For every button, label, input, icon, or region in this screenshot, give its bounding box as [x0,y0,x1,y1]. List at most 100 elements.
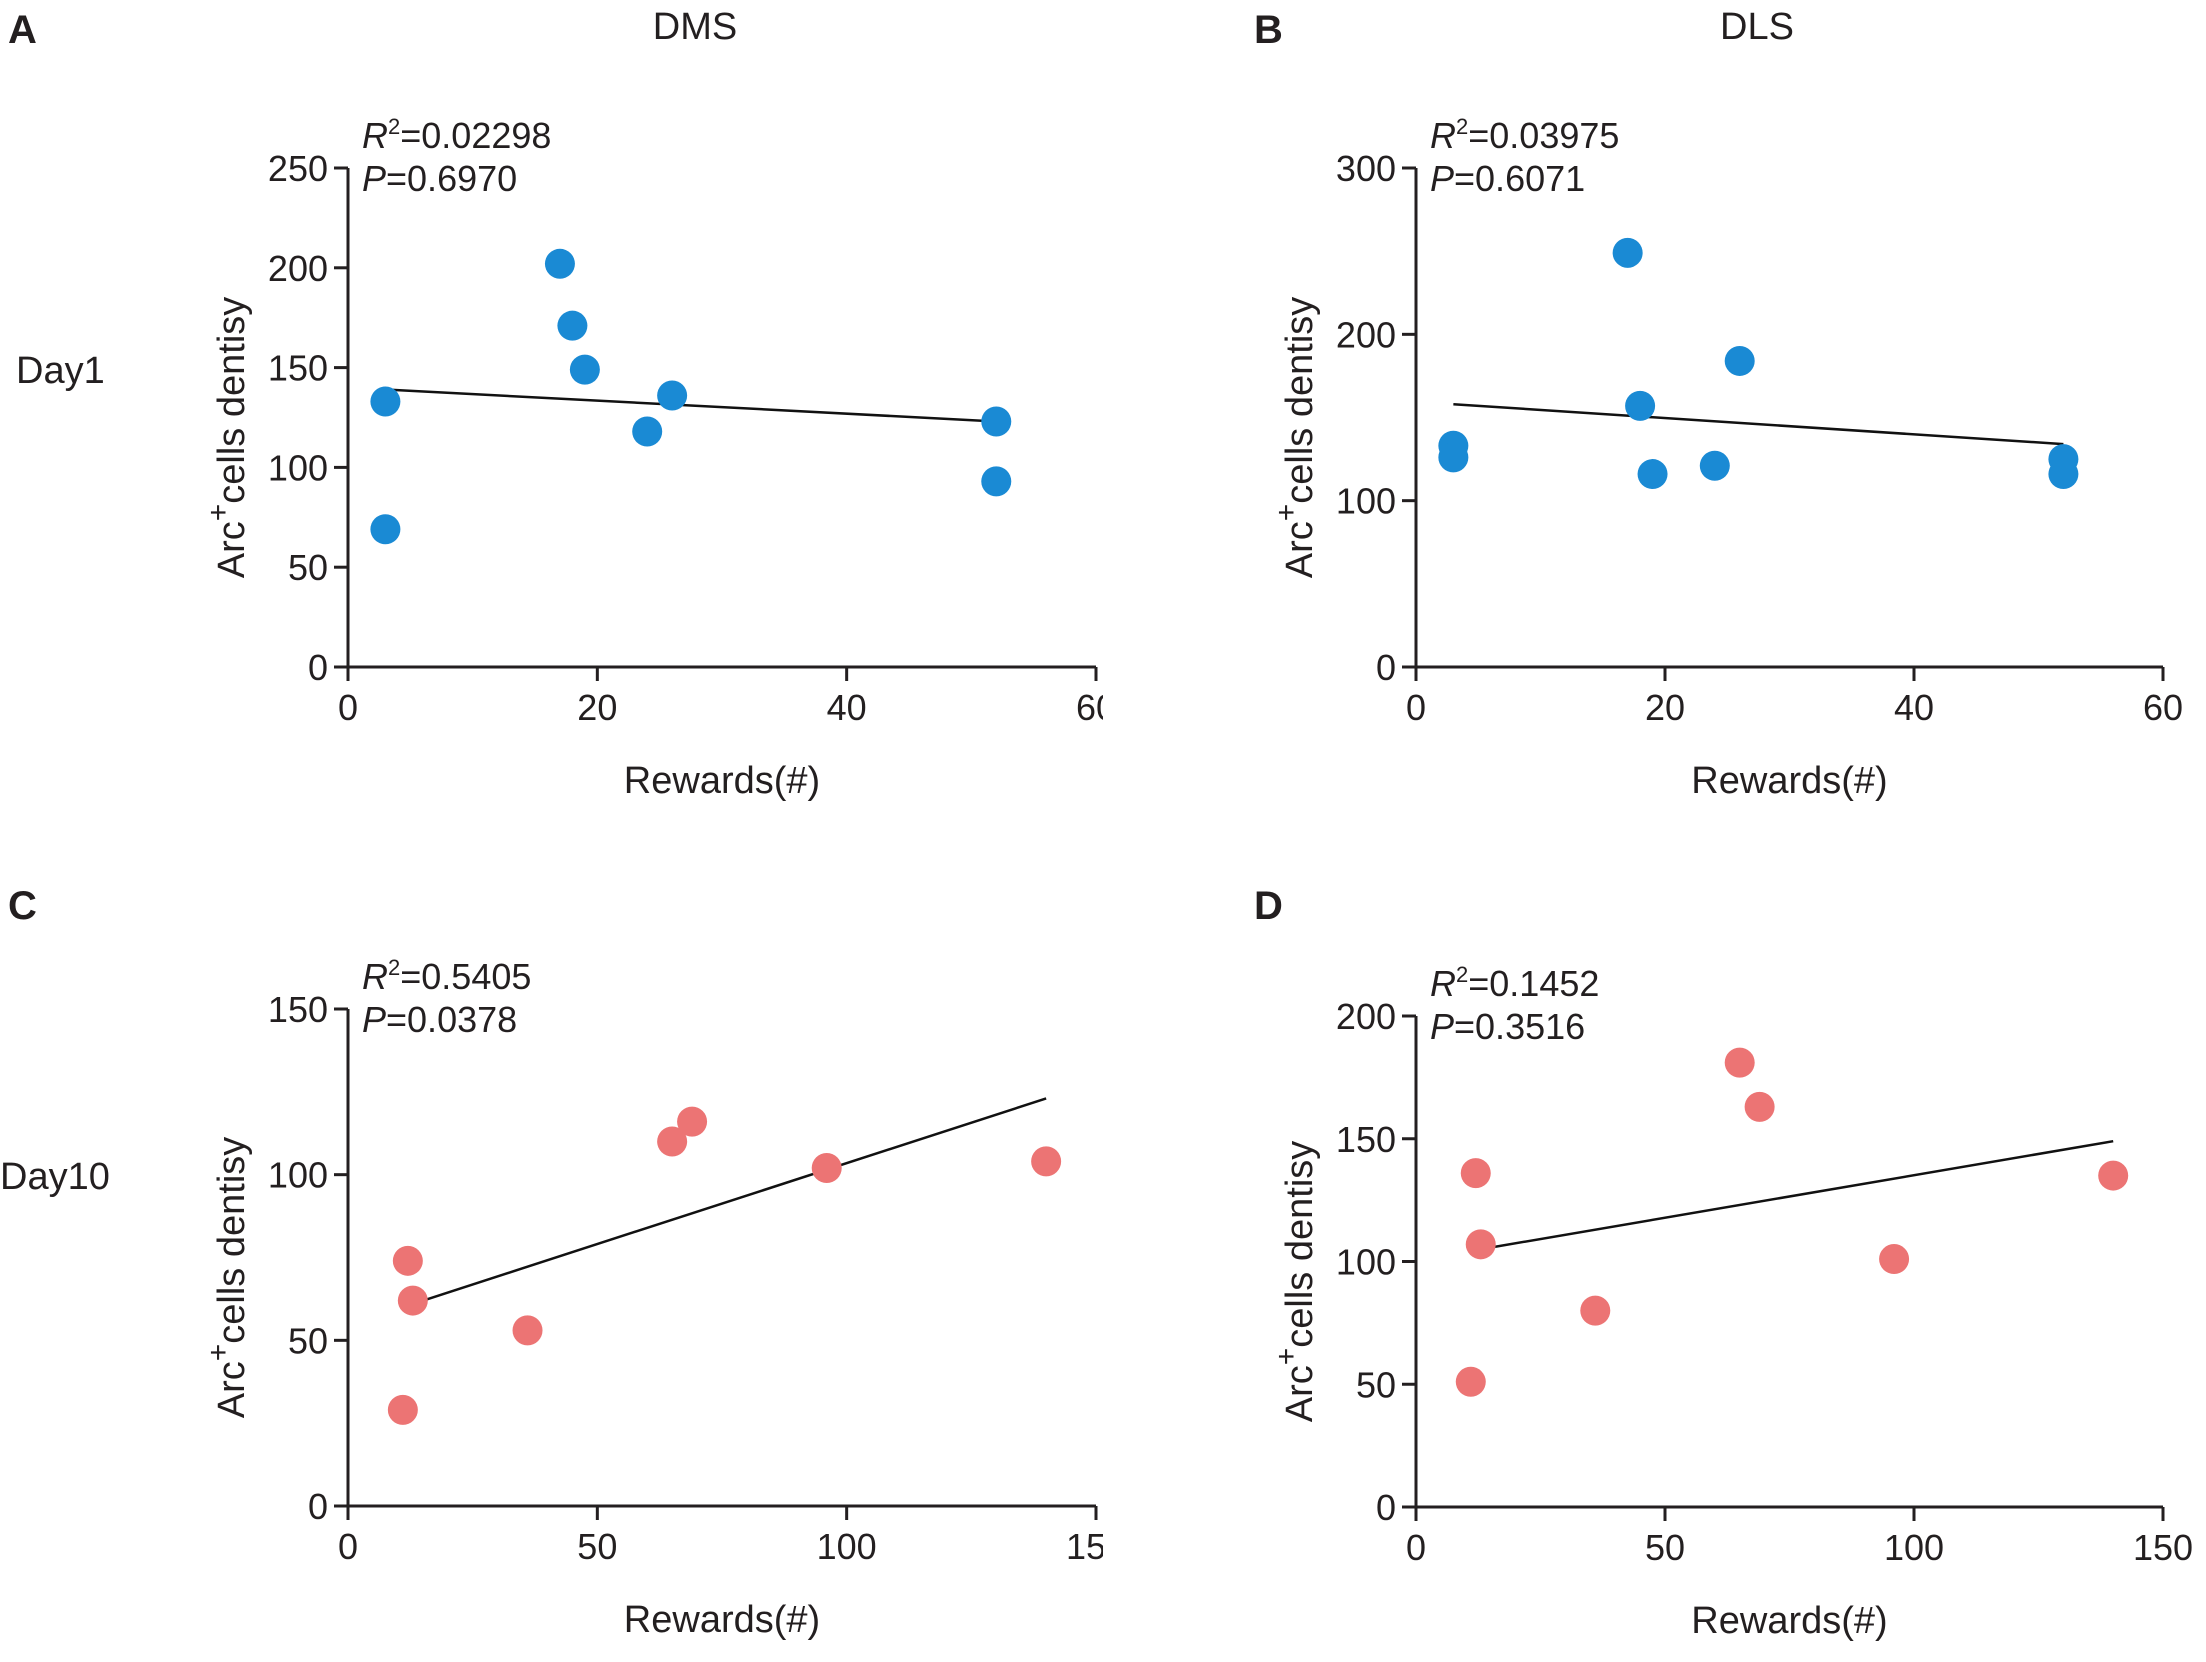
x-axis-label: Rewards(#) [1691,760,1887,802]
y-tick-label: 100 [268,1155,328,1196]
y-tick-label: 150 [268,989,328,1030]
x-tick-label: 100 [817,1526,877,1567]
y-tick-label: 250 [268,148,328,189]
data-point [2048,459,2079,490]
regression-line [1453,402,2064,446]
y-tick-label: 200 [1336,996,1396,1037]
y-tick-label: 50 [288,1320,328,1361]
data-point [2098,1160,2129,1191]
data-point [1879,1244,1910,1275]
p-value: =0.0378 [386,999,517,1040]
y-axis-label-rest: cells dentisy [1279,297,1321,504]
y-tick-label: 200 [1336,314,1396,355]
data-point [1031,1146,1062,1177]
x-axis-label: Rewards(#) [624,1599,820,1641]
y-axis-label: Arc+cells dentisy [1270,1141,1321,1423]
scatter-plot-b: 0 100 200 300 0 20 40 60 Rewards(#) Arc+cells den… [1270,114,2183,802]
x-tick-label: 20 [1645,687,1685,728]
regression-line [385,388,997,423]
data-point [1744,1091,1775,1122]
data-point [392,1245,423,1276]
data-point [1724,1047,1755,1078]
data-point [1580,1295,1611,1326]
y-axis-label-main: Arc [1279,1365,1321,1422]
scatter-plot-c: 0 50 100 150 0 50 100 150 Rewards(#) Arc+cells de… [202,955,1103,1641]
scatter-plot-d: 0 50 100 150 200 0 50 100 150 Rewards(#) Arc+cells… [1270,962,2193,1642]
data-point [557,310,588,341]
data-point [981,466,1012,497]
data-point [370,386,401,417]
y-tick-label: 150 [268,348,328,389]
x-tick-label: 100 [1884,1527,1944,1568]
data-point [657,1126,688,1157]
y-tick-label: 50 [288,547,328,588]
p-symbol: P [1430,158,1454,199]
x-tick-label: 40 [1894,687,1934,728]
data-point [370,514,401,545]
r-squared-annotation: R2=0.03975 [1430,114,1619,156]
x-tick-label: 0 [1406,687,1426,728]
x-tick-label: 50 [577,1526,617,1567]
y-axis-label-rest: cells dentisy [211,297,253,504]
data-point [387,1394,418,1425]
column-title-dms: DMS [652,6,738,48]
y-axis-label-rest: cells dentisy [211,1137,253,1344]
p-value-annotation: P=0.0378 [362,999,517,1040]
y-tick-label: 100 [1336,481,1396,522]
panel-letter-b: B [1254,8,1283,52]
row-label-day1: Day1 [16,350,105,392]
row-label-day10: Day10 [0,1156,110,1198]
data-point [544,248,575,279]
r-squared-value: =0.03975 [1468,115,1619,156]
data-point [1637,459,1668,490]
y-tick-label: 150 [1336,1119,1396,1160]
x-tick-label: 60 [2143,687,2183,728]
data-point [1699,450,1730,481]
y-axis-label-superscript: + [202,504,235,522]
p-value-annotation: P=0.6970 [362,158,517,199]
data-point [1460,1158,1491,1189]
y-tick-label: 0 [1376,647,1396,688]
r-squared-annotation: R2=0.5405 [362,955,531,997]
data-point [677,1106,708,1137]
panel-letter-d: D [1254,884,1283,928]
x-tick-label: 0 [1406,1527,1426,1568]
r-squared-value: =0.1452 [1468,963,1599,1004]
p-symbol: P [362,158,386,199]
p-value: =0.6970 [386,158,517,199]
data-point [657,380,688,411]
x-tick-label: 20 [577,687,617,728]
panel-letter-c: C [8,884,37,928]
y-tick-label: 200 [268,248,328,289]
r-exponent: 2 [1456,114,1468,139]
data-point [569,354,600,385]
y-axis-label-superscript: + [1270,1348,1303,1366]
y-axis-label: Arc+cells dentisy [202,1137,253,1419]
p-symbol: P [362,999,386,1040]
x-tick-label: 50 [1645,1527,1685,1568]
y-axis-label-superscript: + [1270,504,1303,522]
x-tick-label: 40 [827,687,867,728]
y-tick-label: 0 [308,647,328,688]
r-squared-value: =0.5405 [400,956,531,997]
y-axis-label-main: Arc [211,521,253,578]
y-axis-label-superscript: + [202,1344,235,1362]
y-tick-label: 0 [308,1486,328,1527]
regression-line [412,1097,1047,1306]
y-axis-label: Arc+cells dentisy [1270,297,1321,579]
y-tick-label: 50 [1356,1364,1396,1405]
x-tick-label: 150 [2133,1527,2193,1568]
data-point [512,1315,543,1346]
p-value-annotation: P=0.3516 [1430,1006,1585,1047]
data-point [1438,442,1469,473]
r-exponent: 2 [388,114,400,139]
r-exponent: 2 [1456,962,1468,987]
panel-letter-a: A [8,8,37,52]
y-tick-label: 100 [268,447,328,488]
p-value-annotation: P=0.6071 [1430,158,1585,199]
y-tick-label: 300 [1336,148,1396,189]
p-value: =0.3516 [1454,1006,1585,1047]
r-symbol: R [1430,115,1456,156]
x-tick-label: 60 [1076,687,1103,728]
